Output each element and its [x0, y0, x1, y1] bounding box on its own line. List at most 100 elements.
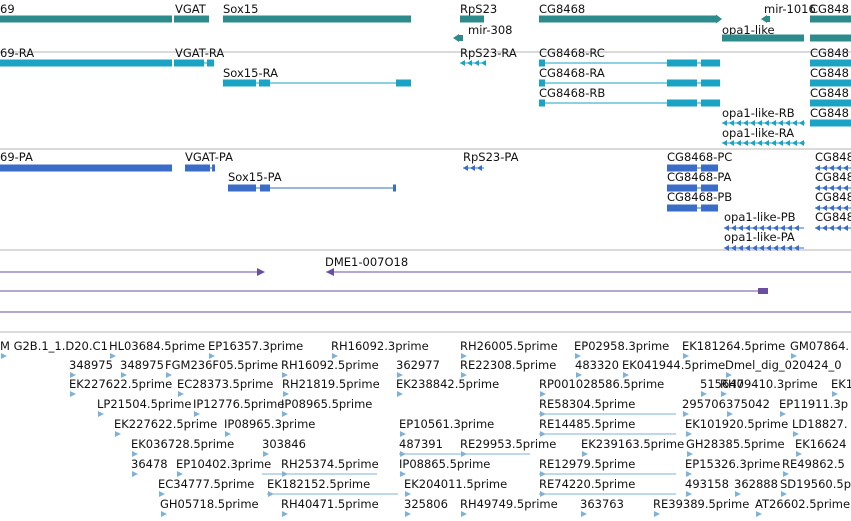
align-1-feature[interactable]: [0, 271, 264, 273]
rna-cg848-b-feature[interactable]: [810, 79, 851, 87]
est-arrow[interactable]: [686, 491, 692, 497]
est-arrow[interactable]: [70, 372, 76, 378]
est-arrow[interactable]: [209, 353, 215, 359]
pep-vgat-pa-feature[interactable]: [185, 164, 215, 172]
est-arrow[interactable]: [132, 471, 138, 477]
gene-mir1016-feature[interactable]: [761, 15, 770, 23]
gene-rps23-feature[interactable]: [460, 15, 484, 23]
est-arrow[interactable]: [796, 451, 802, 457]
rna-cg8468-ra-feature[interactable]: [539, 79, 720, 87]
pep-cg8468-pa-feature[interactable]: [667, 184, 718, 192]
est-arrow[interactable]: [166, 372, 172, 378]
gene-vgat-feature[interactable]: [174, 15, 209, 23]
est-arrow[interactable]: [581, 511, 587, 517]
est-arrow[interactable]: [1, 353, 7, 359]
est-arrow[interactable]: [161, 511, 167, 517]
est-arrow[interactable]: [575, 353, 581, 359]
rna-sox15-ra-feature[interactable]: [223, 79, 411, 87]
rna-cg848-d-feature[interactable]: [810, 119, 851, 127]
est-arrow[interactable]: [98, 411, 104, 417]
est-arrow[interactable]: [781, 491, 787, 497]
est-arrow[interactable]: [793, 431, 799, 437]
rna-cg8468-rc-feature[interactable]: [539, 59, 720, 67]
pep-69-pa-feature[interactable]: [0, 164, 172, 172]
align-3-feature[interactable]: [0, 290, 768, 292]
est-arrow[interactable]: [115, 431, 121, 437]
chevron-feature[interactable]: [815, 185, 851, 191]
gene-cg848x-2-feature[interactable]: [810, 34, 851, 42]
chevron-feature[interactable]: [815, 165, 851, 171]
est-arrow[interactable]: [683, 353, 689, 359]
est-arrow[interactable]: [177, 471, 183, 477]
rna-vgat-ra-feature[interactable]: [174, 59, 214, 67]
gene-cg8468-feature[interactable]: [539, 14, 722, 24]
est-arrow[interactable]: [687, 451, 693, 457]
est-arrow[interactable]: [194, 411, 200, 417]
gene-69-feature[interactable]: [0, 15, 172, 23]
pep-cg8468-pc-feature[interactable]: [667, 164, 718, 172]
est-arrow[interactable]: [461, 353, 467, 359]
pep-sox15-pa-feature[interactable]: [228, 184, 396, 192]
est-arrow[interactable]: [726, 372, 732, 378]
chevron-feature[interactable]: [815, 225, 851, 231]
chevron-feature[interactable]: [463, 165, 484, 171]
chevron-feature[interactable]: [460, 60, 486, 66]
est-arrow[interactable]: [283, 391, 289, 397]
est-arrow[interactable]: [582, 451, 588, 457]
est-arrow[interactable]: [735, 491, 741, 497]
est-arrow[interactable]: [832, 391, 838, 397]
est-arrow[interactable]: [405, 491, 411, 497]
chevron-feature[interactable]: [722, 140, 805, 146]
est-arrow[interactable]: [121, 372, 127, 378]
est-arrow[interactable]: [132, 451, 138, 457]
est-arrow[interactable]: [461, 511, 467, 517]
chevron-arrow: [757, 140, 762, 146]
rna-cg8468-rb-feature[interactable]: [539, 99, 720, 107]
est-arrow[interactable]: [178, 391, 184, 397]
est-arrow[interactable]: [397, 372, 403, 378]
chevron-feature[interactable]: [815, 205, 851, 211]
est-arrow[interactable]: [701, 391, 707, 397]
est-arrow[interactable]: [70, 391, 76, 397]
est-arrow[interactable]: [780, 411, 786, 417]
rna-69-ra-feature[interactable]: [0, 59, 172, 67]
est-arrow[interactable]: [397, 391, 403, 397]
feature-label: CG848: [810, 86, 849, 100]
est-arrow[interactable]: [654, 511, 660, 517]
est-arrow[interactable]: [159, 491, 165, 497]
est-arrow[interactable]: [400, 471, 406, 477]
est-arrow[interactable]: [110, 353, 116, 359]
est-arrow[interactable]: [683, 411, 689, 417]
est-arrow[interactable]: [282, 511, 288, 517]
est-arrow[interactable]: [686, 431, 692, 437]
est-arrow[interactable]: [721, 391, 727, 397]
pep-cg8468-pb-feature[interactable]: [667, 204, 718, 212]
est-arrow[interactable]: [540, 391, 546, 397]
gene-mir308-feature[interactable]: [453, 34, 463, 42]
est-arrow[interactable]: [405, 511, 411, 517]
est-arrow[interactable]: [686, 471, 692, 477]
est-arrow[interactable]: [461, 372, 467, 378]
est-arrow[interactable]: [576, 372, 582, 378]
align-2-feature[interactable]: [326, 271, 851, 273]
est-arrow[interactable]: [332, 353, 338, 359]
chevron-feature[interactable]: [722, 120, 805, 126]
est-arrow[interactable]: [727, 411, 733, 417]
chevron-feature[interactable]: [724, 245, 804, 251]
est-arrow[interactable]: [263, 451, 269, 457]
align-4-feature[interactable]: [0, 311, 851, 313]
est-arrow[interactable]: [400, 431, 406, 437]
gene-sox15-feature[interactable]: [223, 15, 411, 23]
chevron-feature[interactable]: [724, 225, 804, 231]
est-arrow[interactable]: [282, 411, 288, 417]
gene-opa1-like-feature[interactable]: [722, 34, 804, 42]
est-arrow[interactable]: [225, 431, 231, 437]
rna-cg848-c-feature[interactable]: [810, 99, 851, 107]
gene-cg848x-feature[interactable]: [810, 15, 851, 23]
est-arrow[interactable]: [623, 372, 629, 378]
rna-cg848-a-feature[interactable]: [810, 59, 851, 67]
est-arrow[interactable]: [783, 471, 789, 477]
est-arrow[interactable]: [282, 372, 288, 378]
est-arrow[interactable]: [791, 353, 797, 359]
est-arrow[interactable]: [756, 511, 762, 517]
